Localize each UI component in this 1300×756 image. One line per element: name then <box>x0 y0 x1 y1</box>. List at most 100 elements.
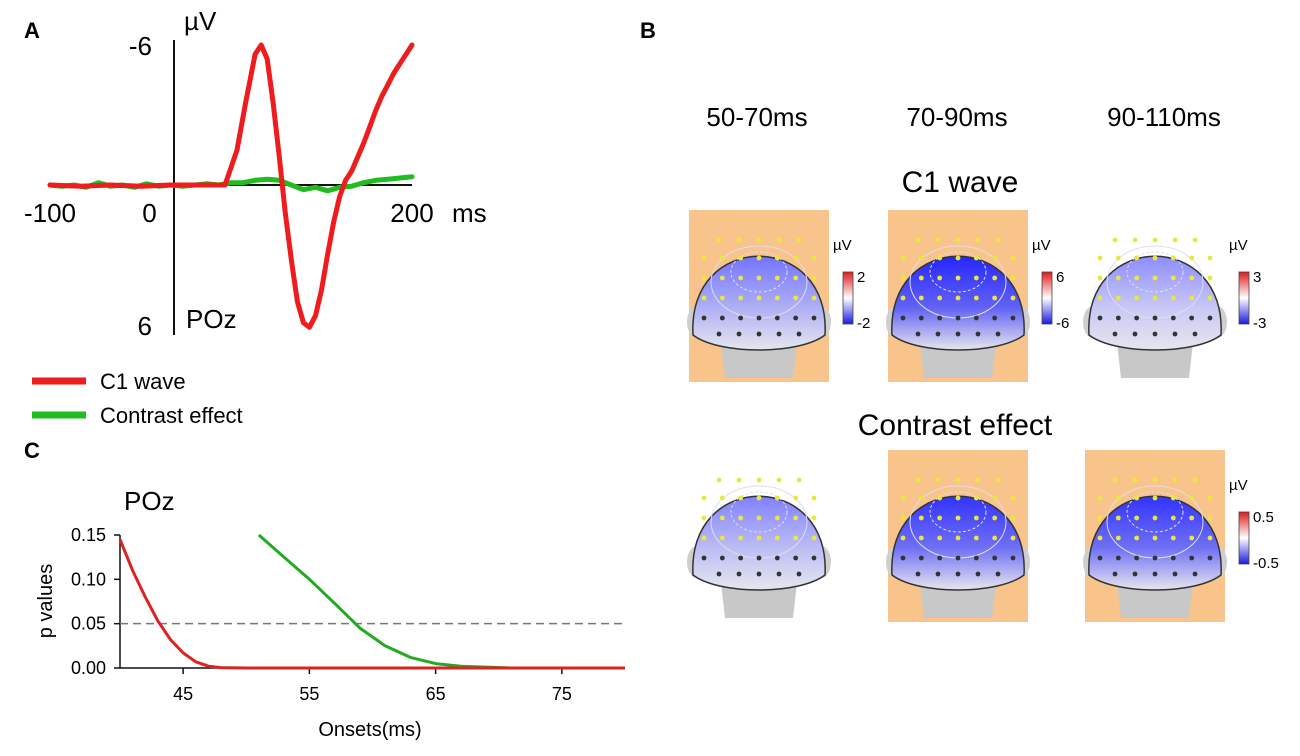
electrode-dot <box>900 555 906 561</box>
electrode-dot <box>1170 495 1176 501</box>
colorbar-unit: µV <box>1229 237 1248 254</box>
electrode-dot <box>1152 495 1158 501</box>
chart-a-channel-label: POz <box>186 304 237 334</box>
electrode-dot <box>955 555 961 561</box>
electrode-dot <box>774 515 780 521</box>
electrode-dot <box>1189 255 1195 261</box>
electrode-dot <box>955 477 961 483</box>
electrode-dot <box>1097 275 1103 281</box>
electrode-dot <box>1112 571 1118 577</box>
electrode-dot <box>1152 237 1158 243</box>
colorbar <box>1238 511 1250 565</box>
electrode-dot <box>1152 331 1158 337</box>
electrode-dot <box>776 571 782 577</box>
electrode-dot <box>756 535 762 541</box>
electrode-dot <box>992 295 998 301</box>
electrode-dot <box>1189 495 1195 501</box>
electrode-dot <box>1207 515 1213 521</box>
electrode-dot <box>811 275 817 281</box>
electrode-dot <box>992 535 998 541</box>
electrode-dot <box>992 315 998 321</box>
electrode-dot <box>756 571 762 577</box>
electrode-dot <box>900 275 906 281</box>
electrode-dot <box>701 255 707 261</box>
scalp-map <box>1088 495 1222 591</box>
topomap-row-title-contrast: Contrast effect <box>858 409 1053 442</box>
electrode-dot <box>1189 515 1195 521</box>
electrode-dot <box>915 571 921 577</box>
electrode-dot <box>1010 515 1016 521</box>
electrode-dot <box>1097 515 1103 521</box>
electrode-dot <box>774 535 780 541</box>
electrode-dot <box>1010 495 1016 501</box>
electrode-dot <box>1097 295 1103 301</box>
electrode-dot <box>738 515 744 521</box>
electrode-dot <box>1115 255 1121 261</box>
electrode-dot <box>995 477 1001 483</box>
electrode-dot <box>793 495 799 501</box>
electrode-dot <box>973 315 979 321</box>
colorbar-unit: µV <box>1229 477 1248 494</box>
electrode-dot <box>900 295 906 301</box>
electrode-dot <box>716 571 722 577</box>
panel-label-c: C <box>24 438 40 463</box>
electrode-dot <box>1010 295 1016 301</box>
electrode-dot <box>738 255 744 261</box>
chart-c-ylabel: p values <box>35 564 57 639</box>
electrode-dot <box>1152 535 1158 541</box>
electrode-dot <box>796 331 802 337</box>
chart-c: POz 45 55 65 75 0.00 0.05 0.10 0.15 Onsets(ms)… <box>35 486 625 741</box>
electrode-dot <box>995 331 1001 337</box>
topomap-2-1 <box>687 477 831 618</box>
electrode-dot <box>1115 555 1121 561</box>
electrode-dot <box>701 295 707 301</box>
electrode-dot <box>701 275 707 281</box>
electrode-dot <box>1152 275 1158 281</box>
electrode-dot <box>793 555 799 561</box>
electrode-dot <box>918 315 924 321</box>
electrode-dot <box>719 315 725 321</box>
electrode-dot <box>756 315 762 321</box>
colorbar <box>1238 271 1250 325</box>
electrode-dot <box>955 535 961 541</box>
electrode-dot <box>756 555 762 561</box>
electrode-dot <box>1170 255 1176 261</box>
electrode-dot <box>1172 477 1178 483</box>
electrode-dot <box>719 495 725 501</box>
electrode-dot <box>776 477 782 483</box>
electrode-dot <box>796 571 802 577</box>
electrode-dot <box>774 495 780 501</box>
electrode-dot <box>1152 515 1158 521</box>
electrode-dot <box>1192 331 1198 337</box>
electrode-dot <box>915 237 921 243</box>
electrode-dot <box>1189 275 1195 281</box>
colorbar-min-label: -6 <box>1056 315 1069 332</box>
electrode-dot <box>1010 555 1016 561</box>
electrode-dot <box>900 515 906 521</box>
electrode-dot <box>793 295 799 301</box>
panel-label-a: A <box>24 18 40 43</box>
electrode-dot <box>1115 535 1121 541</box>
chart-a-xtick-label: 0 <box>142 198 156 228</box>
chart-c-ytick-label: 0.10 <box>71 569 106 589</box>
electrode-dot <box>992 515 998 521</box>
chart-a-xtick-label: 200 <box>390 198 433 228</box>
electrode-dot <box>1097 255 1103 261</box>
electrode-dot <box>701 315 707 321</box>
electrode-dot <box>1170 295 1176 301</box>
electrode-dot <box>1112 477 1118 483</box>
contour-line <box>929 491 987 533</box>
chart-c-xtick-label: 65 <box>426 684 446 704</box>
electrode-dot <box>1115 315 1121 321</box>
scalp-map <box>1088 255 1222 351</box>
electrode-dot <box>701 515 707 521</box>
chart-c-xlabel: Onsets(ms) <box>318 719 421 741</box>
electrode-dot <box>1134 275 1140 281</box>
electrode-dot <box>1134 295 1140 301</box>
electrode-dot <box>992 255 998 261</box>
electrode-dot <box>719 515 725 521</box>
electrode-dot <box>1132 477 1138 483</box>
electrode-dot <box>973 555 979 561</box>
topomap-1-3: µV 3 -3 <box>1083 237 1266 378</box>
